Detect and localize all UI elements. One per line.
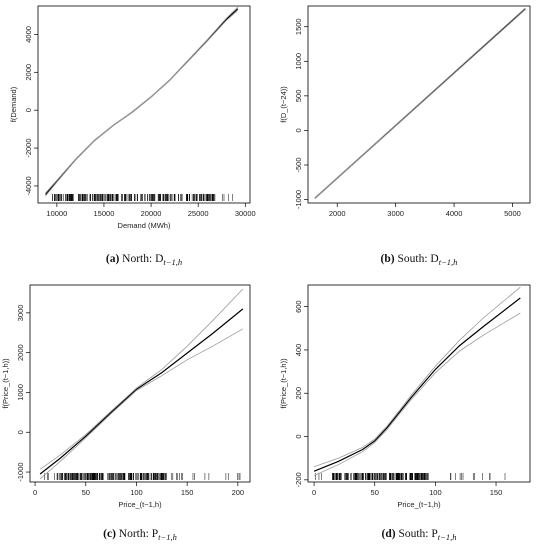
chart-panel-1: 10000 15000 20000 25000 30000 -4000 -2000 0 2000… xyxy=(9,5,256,267)
y-tick-label: 1000 xyxy=(294,53,303,70)
plot-frame xyxy=(29,284,251,483)
x-tick-label: 4000 xyxy=(446,209,463,218)
x-tick-label: 15000 xyxy=(94,209,115,218)
y-tick-label: 0 xyxy=(24,108,33,112)
y-tick-label: -200 xyxy=(294,472,303,487)
series-line-upper xyxy=(314,7,526,198)
plot-frame xyxy=(307,284,531,483)
series-line-fit xyxy=(45,8,239,195)
y-tick-label: -2000 xyxy=(24,138,33,157)
caption-text: South: D xyxy=(395,253,439,265)
chart-panel-4: 0 50 100 150 -200 0 200 400 600 Price_(t−1,h) f(Pr… xyxy=(279,284,531,542)
caption-text: South: P xyxy=(396,528,438,540)
series-line-lower xyxy=(314,9,526,199)
x-tick-label: 30000 xyxy=(235,209,256,218)
x-axis-title: Price_(t−1,h) xyxy=(397,500,441,509)
y-tick-label: 2000 xyxy=(24,64,33,81)
y-tick-label: 4000 xyxy=(24,26,33,43)
plot-frame xyxy=(37,5,251,204)
caption-text: North: P xyxy=(116,528,158,540)
caption-subscript: t−1,h xyxy=(158,532,177,542)
caption-label: (c) xyxy=(103,528,116,540)
y-tick-label: -1000 xyxy=(16,462,25,481)
caption-label: (d) xyxy=(382,528,396,540)
x-tick-label: 2000 xyxy=(329,209,346,218)
y-tick-label: 0 xyxy=(16,430,25,434)
y-tick-label: 600 xyxy=(294,300,303,313)
panel-caption: (b) South: Dt−1,h xyxy=(381,253,458,267)
x-axis-title: Price_(t−1,h) xyxy=(118,500,162,509)
x-tick-label: 5000 xyxy=(504,209,521,218)
caption-text: North: D xyxy=(119,253,163,265)
panel-caption: (d) South: Pt−1,h xyxy=(382,528,457,542)
x-tick-label: 10000 xyxy=(46,209,67,218)
x-tick-label: 0 xyxy=(312,488,316,497)
series-line-lower xyxy=(45,10,239,197)
x-tick-label: 50 xyxy=(371,488,379,497)
y-axis-title: f(D_(t−24)) xyxy=(279,86,288,123)
x-tick-label: 25000 xyxy=(188,209,209,218)
y-tick-label: 1000 xyxy=(16,384,25,401)
series-line-fit xyxy=(314,8,526,199)
x-tick-label: 200 xyxy=(232,488,245,497)
series-line-fit xyxy=(39,308,244,475)
x-tick-label: 3000 xyxy=(387,209,404,218)
caption-subscript: t−1,h xyxy=(438,532,457,542)
x-tick-label: 100 xyxy=(130,488,143,497)
y-tick-label: 0 xyxy=(294,434,303,438)
series-line-lower xyxy=(313,312,521,476)
panel-caption: (a) North: Dt−1,h xyxy=(106,253,182,267)
x-tick-label: 0 xyxy=(33,488,37,497)
chart-panel-3: 0 50 100 150 200 -1000 0 1000 2000 3000 Price_(t−1… xyxy=(1,284,251,542)
panel-caption: (c) North: Pt−1,h xyxy=(103,528,177,542)
x-tick-label: 150 xyxy=(490,488,503,497)
x-tick-label: 50 xyxy=(82,488,90,497)
caption-subscript: t−1,h xyxy=(163,257,182,267)
y-axis-title: f(Price_(t−1,h)) xyxy=(1,358,10,409)
series-line-upper xyxy=(45,6,239,194)
y-tick-label: 200 xyxy=(294,387,303,400)
y-tick-label: 2000 xyxy=(16,344,25,361)
chart-panel-2: 2000 3000 4000 5000 -1000 -500 0 500 1000 1500 f(D… xyxy=(279,5,531,267)
y-tick-label: 0 xyxy=(294,128,303,132)
caption-subscript: t−1,h xyxy=(439,257,458,267)
series-line-fit xyxy=(313,297,521,472)
y-axis-title: f(Demand) xyxy=(9,86,18,122)
x-axis-title: Demand (MWh) xyxy=(118,221,171,230)
y-tick-label: -1000 xyxy=(294,190,303,209)
y-tick-label: 3000 xyxy=(16,305,25,322)
x-tick-label: 100 xyxy=(429,488,442,497)
y-tick-label: 1500 xyxy=(294,18,303,35)
x-tick-label: 150 xyxy=(181,488,194,497)
series-line-lower xyxy=(39,328,244,480)
series-line-upper xyxy=(313,286,521,468)
plot-frame xyxy=(307,5,531,204)
y-tick-label: -500 xyxy=(294,157,303,172)
y-tick-label: -4000 xyxy=(24,176,33,195)
caption-label: (a) xyxy=(106,253,120,265)
y-tick-label: 500 xyxy=(294,90,303,103)
x-tick-label: 20000 xyxy=(141,209,162,218)
caption-label: (b) xyxy=(381,253,395,265)
series-line-upper xyxy=(39,288,244,470)
y-tick-label: 400 xyxy=(294,344,303,357)
y-axis-title: f(Price_(t−1,h)) xyxy=(279,358,288,409)
